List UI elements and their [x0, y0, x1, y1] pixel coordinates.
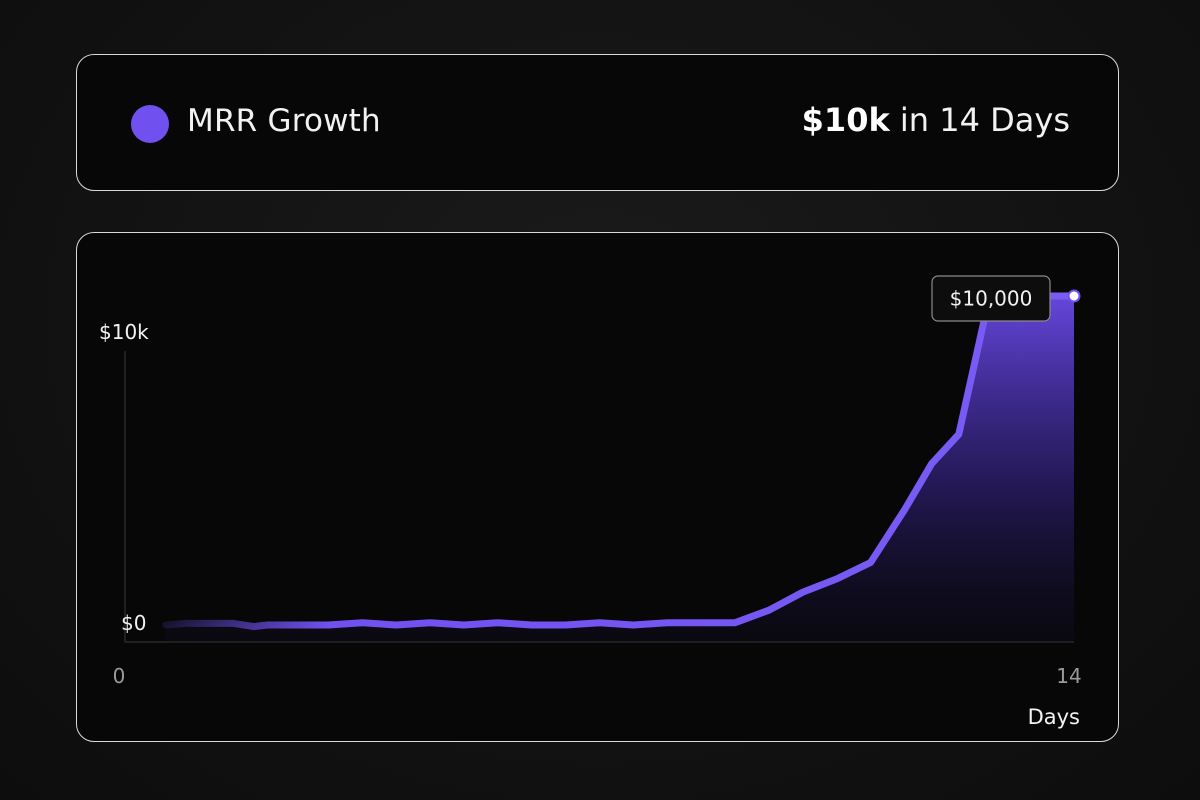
value-tooltip: $10,000 — [931, 275, 1051, 322]
chart-card: $10,000 $10k $0 0 14 Days — [76, 232, 1119, 742]
headline-suffix: in 14 Days — [899, 101, 1070, 139]
endpoint-marker — [1067, 289, 1081, 303]
tooltip-box — [931, 275, 1051, 322]
y-tick-bottom: $0 — [121, 611, 146, 635]
summary-card: MRR Growth $10k in 14 Days — [76, 54, 1119, 191]
x-axis-label: Days — [1028, 705, 1080, 729]
tooltip-label: $10,000 — [950, 287, 1033, 311]
area-fill — [165, 296, 1074, 642]
series-line — [162, 292, 1078, 631]
legend-dot-icon — [131, 105, 169, 143]
headline-value: $10k — [801, 101, 890, 139]
mrr-chart: $10,000 $10k $0 0 14 Days — [99, 275, 1082, 729]
legend-label: MRR Growth — [187, 103, 381, 139]
x-tick-end: 14 — [1056, 664, 1081, 688]
y-tick-top: $10k — [99, 320, 149, 344]
x-tick-start: 0 — [113, 664, 126, 688]
headline: $10k in 14 Days — [802, 101, 1070, 139]
